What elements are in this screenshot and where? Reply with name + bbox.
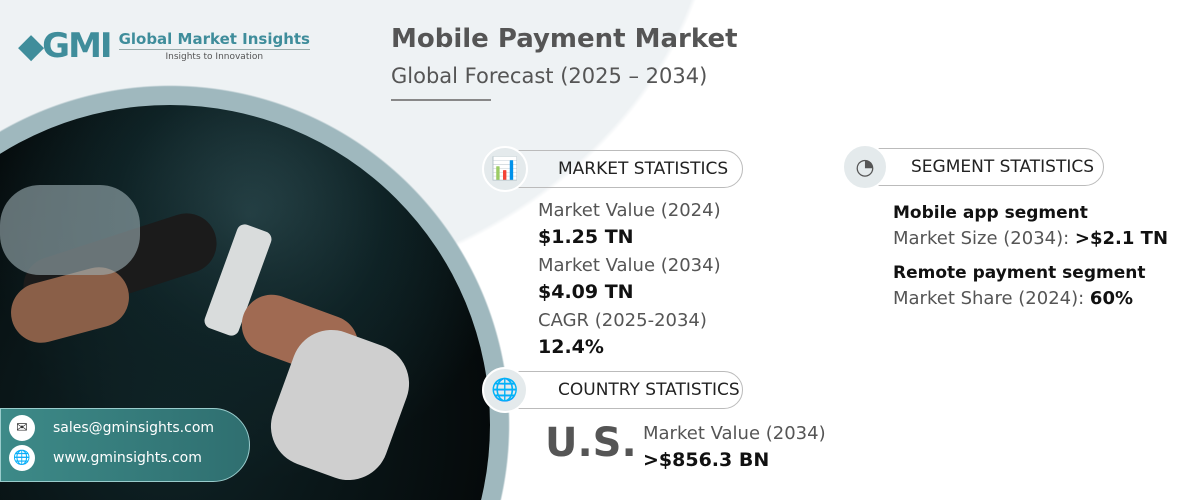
globe-icon: 🌐 [9, 445, 35, 471]
contact-panel: ✉ sales@gminsights.com 🌐 www.gminsights.co… [0, 408, 250, 482]
stat-value: $1.25 TN [538, 226, 634, 248]
page-title: Mobile Payment Market [391, 24, 738, 54]
website-link[interactable]: www.gminsights.com [53, 450, 202, 466]
stat-value: 12.4% [538, 336, 604, 358]
country-name: U.S. [545, 420, 637, 466]
title-divider [391, 99, 491, 101]
globe-icon: 🌐 [482, 367, 528, 413]
email-icon: ✉ [9, 415, 35, 441]
stat-label: CAGR (2025-2034) [538, 310, 707, 331]
market-statistics-heading: MARKET STATISTICS [505, 150, 743, 188]
brand-tagline: Insights to Innovation [165, 52, 264, 62]
segment-stat: Market Size (2034): >$2.1 TN [893, 228, 1169, 249]
stat-value: $4.09 TN [538, 281, 634, 303]
sleeve-left [0, 185, 140, 275]
page-subtitle: Global Forecast (2025 – 2034) [391, 64, 708, 88]
country-stat-value: >$856.3 BN [643, 449, 770, 471]
country-statistics-heading: COUNTRY STATISTICS [505, 371, 743, 409]
segment-statistics-heading: SEGMENT STATISTICS [868, 148, 1104, 186]
segment-name: Mobile app segment [893, 203, 1088, 223]
gmi-logo: ◆GMI Global Market Insights Insights to … [18, 26, 310, 66]
segment-name: Remote payment segment [893, 263, 1146, 283]
email-link[interactable]: sales@gminsights.com [53, 420, 215, 436]
stat-label: Market Value (2024) [538, 200, 721, 221]
brand-name: Global Market Insights [118, 30, 310, 50]
segment-stat: Market Share (2024): 60% [893, 288, 1134, 309]
chart-globe-icon: 📊 [482, 146, 528, 192]
stat-label: Market Value (2034) [538, 255, 721, 276]
country-stat-label: Market Value (2034) [643, 423, 826, 444]
pie-chart-icon: ◔ [842, 144, 888, 190]
logo-mark: ◆GMI [18, 26, 113, 66]
